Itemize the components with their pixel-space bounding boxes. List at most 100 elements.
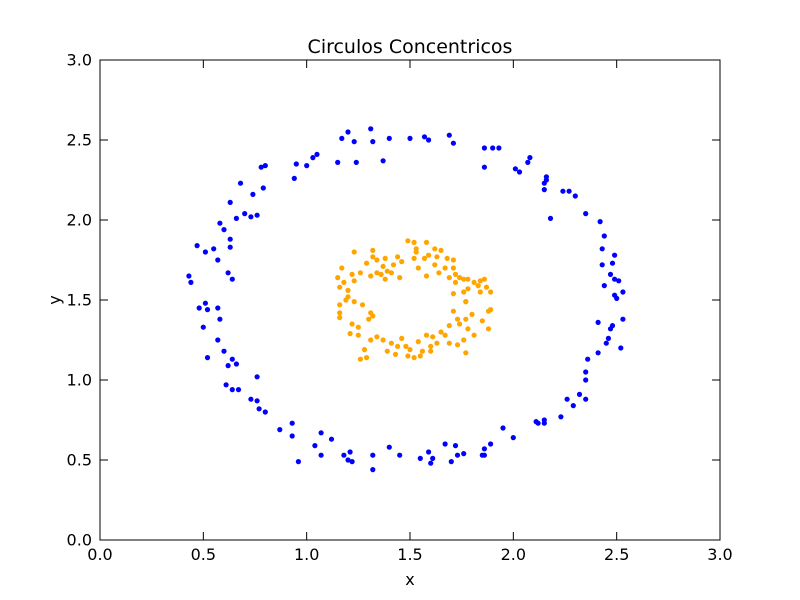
scatter-point xyxy=(403,343,409,349)
scatter-point xyxy=(428,343,434,349)
scatter-point xyxy=(446,275,452,281)
scatter-point xyxy=(289,420,295,426)
scatter-point xyxy=(357,270,363,276)
scatter-point xyxy=(258,164,264,170)
scatter-point xyxy=(454,342,461,348)
scatter-point xyxy=(417,455,423,461)
scatter-point xyxy=(227,236,233,242)
scatter-point xyxy=(366,316,372,322)
scatter-point xyxy=(541,417,547,423)
scatter-point xyxy=(428,348,434,354)
scatter-point xyxy=(465,326,471,332)
scatter-point xyxy=(595,319,601,325)
scatter-point xyxy=(426,252,432,258)
scatter-point xyxy=(194,243,200,249)
scatter-point xyxy=(380,337,386,343)
scatter-point xyxy=(349,321,355,327)
scatter-point xyxy=(277,427,283,433)
scatter-point xyxy=(388,270,394,276)
scatter-point xyxy=(215,337,221,343)
scatter-point xyxy=(227,244,233,250)
scatter-point xyxy=(452,443,459,449)
scatter-point xyxy=(364,260,370,266)
scatter-point xyxy=(355,324,361,330)
scatter-point xyxy=(434,340,440,346)
scatter-point xyxy=(227,199,233,205)
scatter-point xyxy=(328,436,335,442)
scatter-point xyxy=(351,249,357,255)
scatter-point xyxy=(481,145,487,151)
scatter-point xyxy=(204,307,211,313)
scatter-point xyxy=(426,449,432,455)
scatter-point xyxy=(188,279,194,285)
scatter-point xyxy=(370,254,376,260)
scatter-point xyxy=(430,334,436,340)
scatter-point xyxy=(609,260,616,266)
scatter-point xyxy=(620,316,626,322)
scatter-point xyxy=(446,132,452,138)
scatter-point xyxy=(465,286,471,292)
x-tick-label: 1.5 xyxy=(397,545,422,564)
scatter-point xyxy=(337,302,343,308)
scatter-point xyxy=(413,249,419,255)
scatter-point xyxy=(395,343,401,349)
scatter-point xyxy=(496,145,502,151)
scatter-point xyxy=(566,188,572,194)
scatter-point xyxy=(423,332,430,338)
scatter-point xyxy=(295,459,301,465)
scatter-point xyxy=(186,273,192,279)
scatter-point xyxy=(335,159,341,165)
scatter-point xyxy=(461,289,467,295)
plot-area xyxy=(100,60,720,540)
scatter-point xyxy=(351,299,357,305)
scatter-point xyxy=(380,263,386,269)
scatter-point xyxy=(452,271,459,277)
scatter-point xyxy=(339,265,345,271)
y-tick-label: 0.0 xyxy=(67,531,92,550)
scatter-point xyxy=(384,268,390,274)
scatter-point xyxy=(461,276,467,282)
scatter-point xyxy=(374,334,380,340)
scatter-point xyxy=(601,233,607,239)
scatter-point xyxy=(454,452,461,458)
scatter-point xyxy=(384,348,390,354)
scatter-point xyxy=(390,262,397,268)
scatter-point xyxy=(368,337,374,343)
scatter-point xyxy=(256,406,262,412)
points-layer xyxy=(186,126,626,473)
scatter-point xyxy=(450,291,456,297)
scatter-point xyxy=(407,347,413,353)
scatter-point xyxy=(345,287,351,293)
scatter-point xyxy=(399,259,405,265)
scatter-point xyxy=(405,353,411,359)
scatter-point xyxy=(337,310,343,316)
scatter-point xyxy=(374,257,380,263)
scatter-point xyxy=(583,369,589,375)
scatter-point xyxy=(428,460,434,466)
y-tick-label: 2.0 xyxy=(67,211,92,230)
scatter-point xyxy=(481,452,487,458)
scatter-point xyxy=(225,270,231,276)
scatter-point xyxy=(217,220,223,226)
scatter-point xyxy=(215,305,221,311)
scatter-point xyxy=(411,355,417,361)
chart-title: Circulos Concentricos xyxy=(308,36,513,58)
scatter-point xyxy=(485,326,492,332)
scatter-point xyxy=(211,246,217,252)
scatter-point xyxy=(229,276,235,282)
scatter-point xyxy=(395,254,401,260)
y-tick-label: 3.0 xyxy=(67,51,92,70)
scatter-point xyxy=(229,356,235,362)
scatter-point xyxy=(599,262,605,268)
scatter-point xyxy=(603,340,609,346)
scatter-point xyxy=(442,441,448,447)
y-tick-label: 1.0 xyxy=(67,371,92,390)
scatter-point xyxy=(564,396,570,402)
scatter-point xyxy=(339,135,345,141)
scatter-point xyxy=(450,140,456,146)
scatter-point xyxy=(446,340,452,346)
scatter-point xyxy=(335,275,341,281)
scatter-point xyxy=(527,155,533,161)
scatter-point xyxy=(304,163,310,169)
